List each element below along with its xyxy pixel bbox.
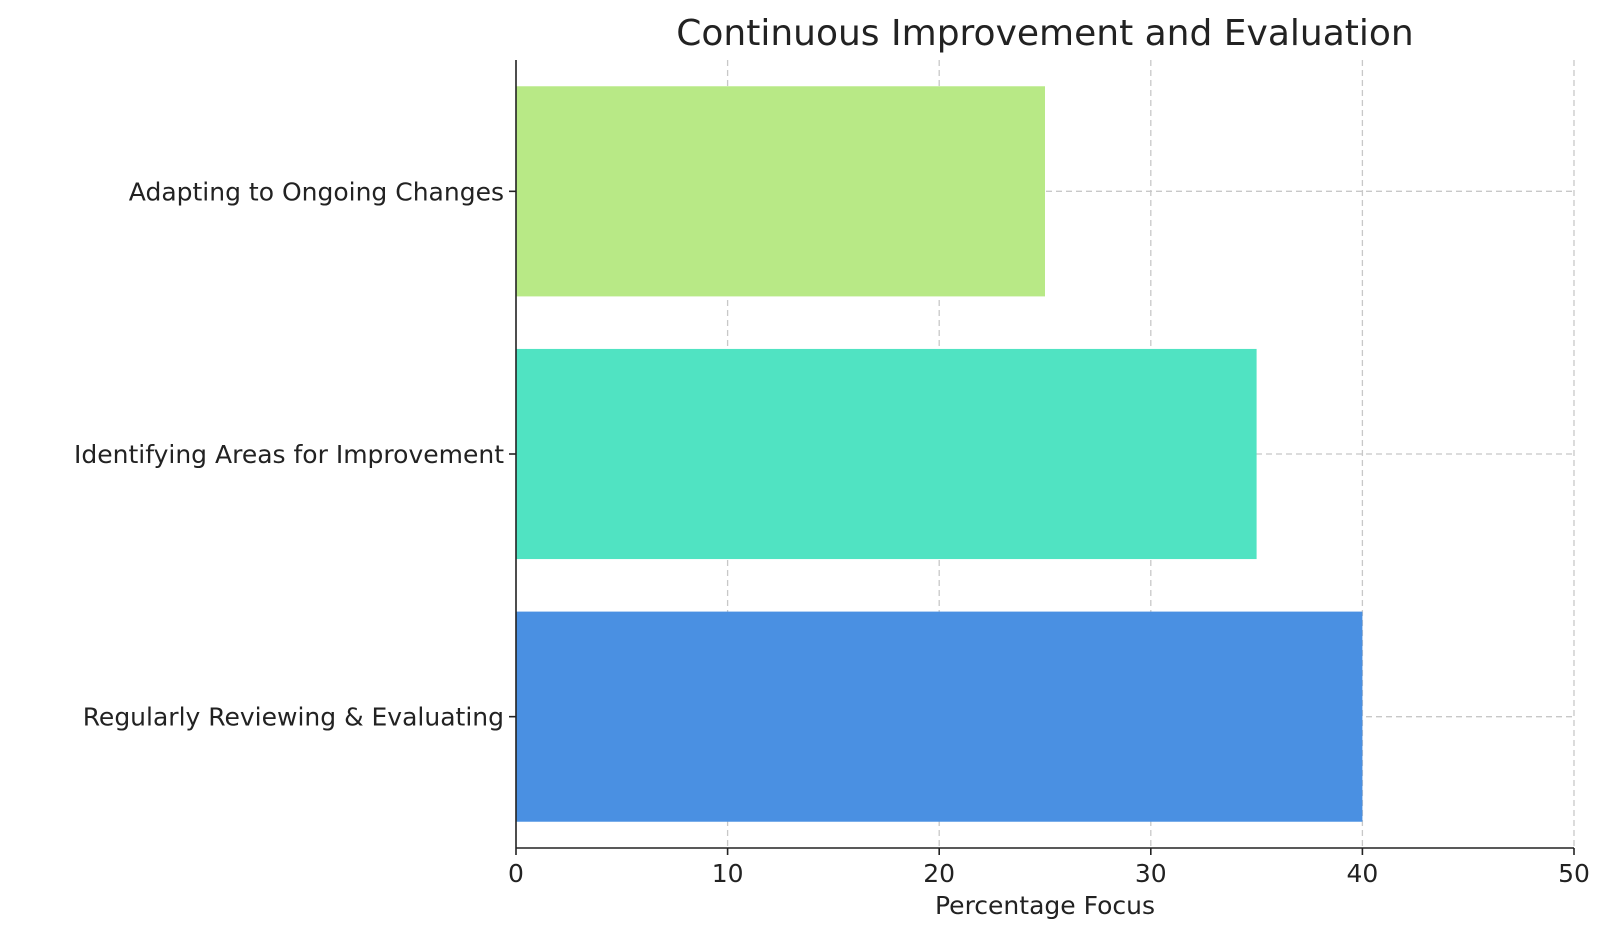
- bar: [516, 611, 1363, 822]
- bar: [516, 86, 1045, 297]
- x-axis-label: Percentage Focus: [935, 891, 1155, 920]
- bar: [516, 348, 1257, 560]
- x-tick-label: 20: [923, 859, 955, 888]
- chart-title: Continuous Improvement and Evaluation: [676, 13, 1414, 54]
- category-label: Adapting to Ongoing Changes: [129, 177, 504, 206]
- x-tick-label: 10: [712, 859, 744, 888]
- x-tick-label: 50: [1558, 859, 1590, 888]
- category-label: Identifying Areas for Improvement: [74, 440, 504, 469]
- x-tick-label: 30: [1135, 859, 1167, 888]
- bars: [516, 86, 1363, 822]
- category-labels: Regularly Reviewing & Evaluating Identify…: [74, 177, 504, 731]
- x-tick-label: 40: [1346, 859, 1378, 888]
- ticks: 0 10 20 30 40 50: [508, 190, 1590, 888]
- x-tick-label: 0: [508, 859, 524, 888]
- category-label: Regularly Reviewing & Evaluating: [83, 703, 504, 732]
